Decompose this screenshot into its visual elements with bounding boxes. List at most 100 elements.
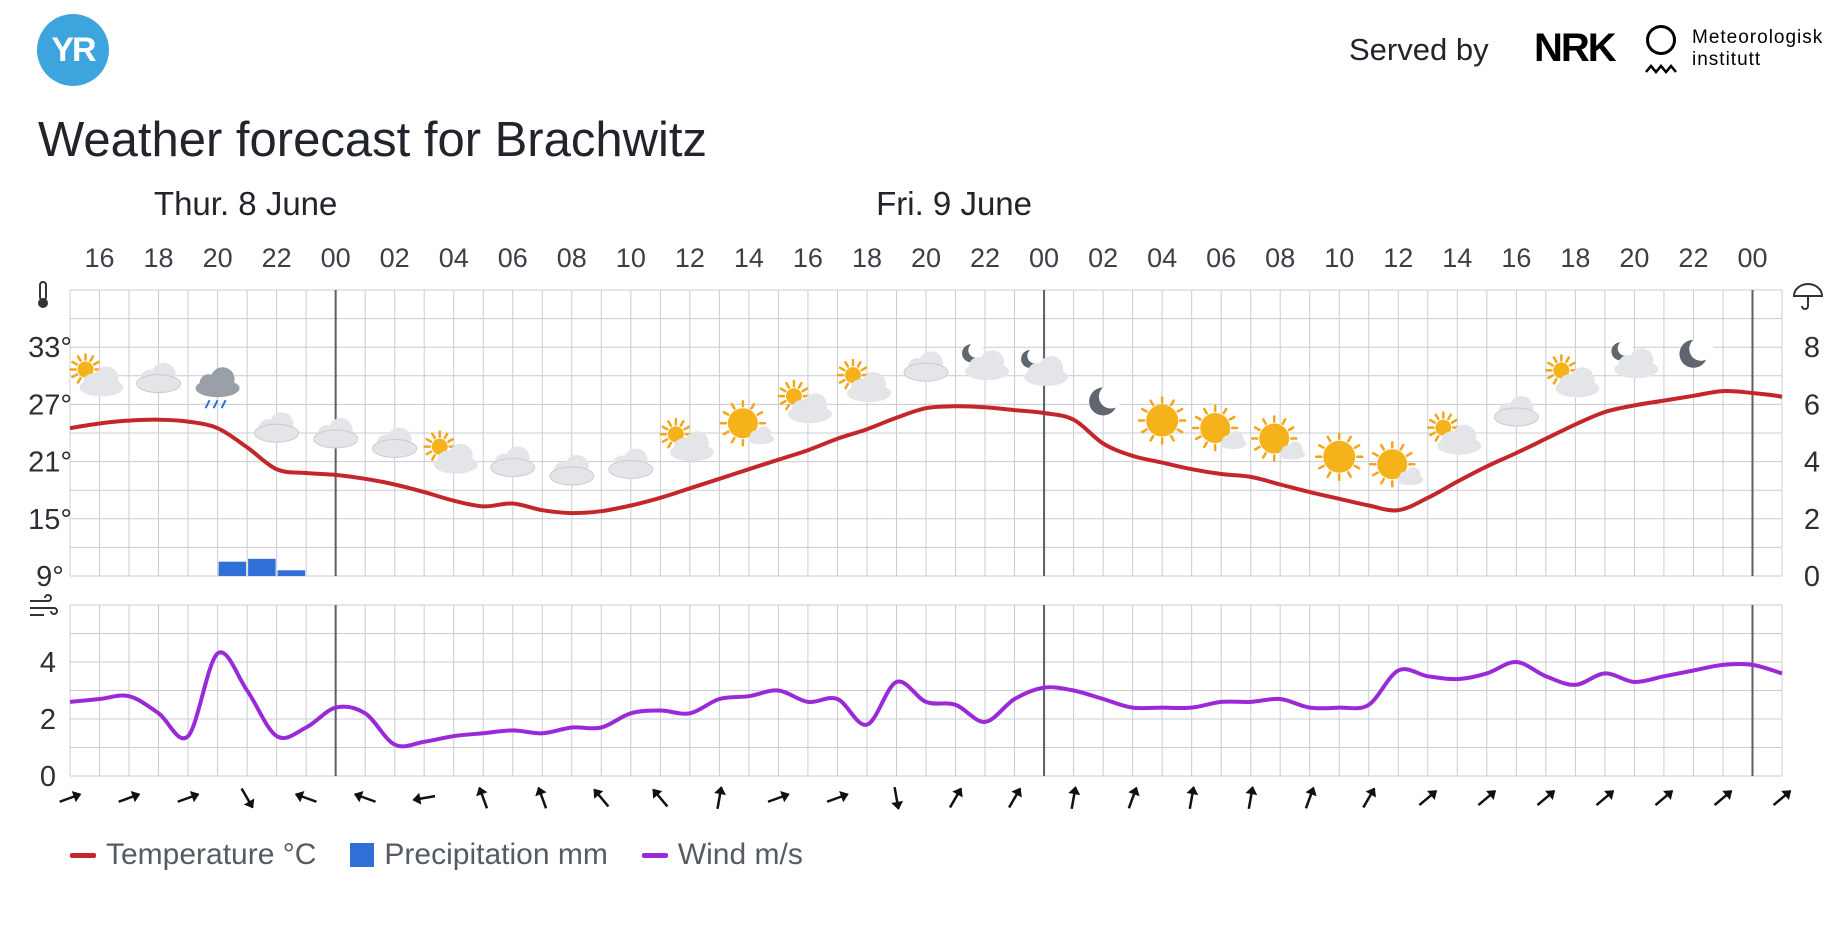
legend-temperature-label: Temperature °C	[106, 838, 317, 871]
chart-legend: Temperature °C Precipitation mm Wind m/s	[70, 838, 837, 872]
arrow-head	[1305, 786, 1317, 797]
arrow-head	[71, 790, 82, 803]
moon-cut	[1027, 348, 1043, 364]
wind-direction-arrow-icon	[826, 790, 849, 803]
weather-symbol-partly-icon	[836, 358, 891, 403]
moon-cut	[1617, 340, 1634, 356]
sun-ray	[730, 436, 736, 444]
wind-direction-arrow-icon	[476, 786, 489, 809]
weather-symbol-fair-icon	[1250, 415, 1306, 462]
page-title: Weather forecast for Brachwitz	[38, 113, 708, 167]
sun-ray	[1547, 374, 1554, 380]
sun-ray	[797, 381, 803, 389]
hour-label: 22	[262, 243, 292, 273]
sun-ray	[425, 437, 433, 443]
arrow-head	[714, 786, 727, 796]
sun-ray	[1281, 418, 1287, 426]
arrow-head	[1186, 786, 1199, 796]
sun-ray	[838, 378, 846, 384]
wind-axis-tick: 4	[40, 647, 56, 679]
sun-ray	[1353, 464, 1361, 470]
precipitation-bar	[277, 570, 306, 576]
sun-ray	[1429, 431, 1436, 437]
sun-disc	[1200, 412, 1231, 443]
sun-disc	[1146, 404, 1179, 437]
sun-ray	[1434, 413, 1440, 421]
arrow-head	[1365, 787, 1376, 798]
precip-axis-tick: 2	[1804, 504, 1820, 536]
hour-label: 00	[1029, 243, 1059, 273]
sun-ray	[785, 403, 791, 411]
arrow-head	[1128, 786, 1140, 797]
weather-symbol-rain-icon	[195, 367, 240, 409]
arrow-head	[952, 787, 963, 798]
cloud-outline	[490, 458, 536, 478]
umbrella-canopy	[1792, 283, 1824, 297]
arrow-head	[652, 788, 663, 799]
sun-ray	[1353, 444, 1361, 450]
moon-cut	[968, 342, 984, 358]
sun-ray	[856, 360, 862, 368]
cloud-outline	[136, 374, 182, 394]
sun-ray	[1169, 434, 1175, 442]
arrow-head	[353, 790, 364, 803]
weather-symbol-night-cloud-icon	[1611, 340, 1659, 379]
cloud-puff	[1452, 424, 1477, 449]
temp-axis-tick: 9°	[36, 561, 64, 593]
weather-symbol-sun-icon	[1137, 396, 1187, 445]
hour-label: 22	[970, 243, 1000, 273]
arrow-head	[1245, 786, 1258, 796]
weather-symbol-partly-icon	[423, 430, 478, 474]
wind-direction-arrow-icon	[412, 792, 436, 805]
sun-ray	[1326, 471, 1332, 478]
sun-disc	[1377, 449, 1408, 480]
weather-symbol-cloud-icon	[313, 417, 359, 449]
wind-direction-arrow-icon	[1008, 787, 1022, 809]
sun-ray	[443, 432, 449, 440]
hour-label: 04	[439, 243, 469, 273]
arrow-head	[1781, 790, 1792, 801]
thermometer-tube	[39, 281, 47, 301]
weather-symbol-partly-icon	[777, 379, 832, 424]
wind-icon	[30, 594, 58, 616]
legend-precipitation-swatch	[350, 843, 375, 867]
weather-symbol-partly-icon	[659, 418, 714, 462]
wind-direction-arrow-icon	[593, 788, 610, 808]
sun-ray	[430, 432, 436, 440]
wind-direction-arrow-icon	[1068, 786, 1081, 810]
thermometer-icon	[38, 281, 48, 308]
sun-disc	[1323, 440, 1356, 473]
hour-label: 18	[144, 243, 174, 273]
sun-ray	[683, 425, 691, 431]
arrow-head	[476, 786, 488, 797]
sun-disc	[844, 367, 861, 384]
hour-label: 16	[84, 243, 114, 273]
wind-direction-arrow-icon	[767, 790, 790, 803]
sun-ray	[722, 430, 730, 436]
sun-ray	[1434, 435, 1440, 442]
sun-ray	[1287, 426, 1295, 432]
weather-symbol-partly-icon	[1545, 354, 1600, 398]
weather-symbol-fair-icon	[719, 399, 775, 447]
arrow-head	[1068, 786, 1081, 796]
cloud-outline	[372, 438, 418, 458]
wind-direction-arrow-icon	[1245, 786, 1258, 810]
hour-label: 20	[203, 243, 233, 273]
cloud-puff	[1228, 430, 1244, 446]
wind-direction-arrow-icon	[1654, 789, 1674, 807]
wind-direction-arrow-icon	[294, 790, 317, 803]
yr-logo[interactable]: YR	[37, 14, 109, 86]
weather-symbol-cloud-icon	[1493, 396, 1539, 427]
cloud-puff	[94, 366, 119, 391]
arrow-head	[780, 790, 790, 803]
sun-ray	[722, 410, 730, 416]
met-logo[interactable]: Meteorologisk institutt	[1692, 27, 1823, 71]
sun-ray	[1194, 435, 1202, 441]
cloud-outline	[549, 466, 595, 486]
nrk-logo[interactable]: NRK	[1534, 26, 1617, 70]
hour-label: 02	[380, 243, 410, 273]
sun-ray	[1194, 415, 1202, 421]
hour-label: 10	[616, 243, 646, 273]
sun-ray	[785, 381, 791, 389]
umbrella-handle	[1801, 296, 1809, 310]
